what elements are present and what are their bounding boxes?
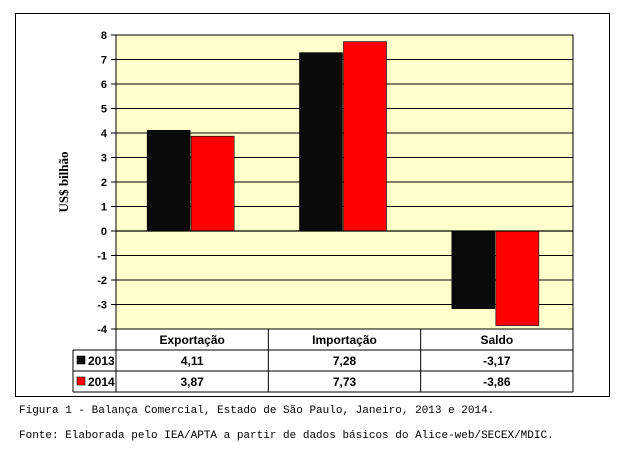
bar-2014-1 [343, 41, 387, 232]
y-axis-label: US$ bilhão [56, 151, 71, 212]
legend-label-2014: 2014 [88, 375, 115, 389]
bar-2014-0 [190, 135, 235, 232]
bar-2013-1 [299, 52, 343, 232]
bar-2013-0 [146, 130, 191, 232]
legend-swatch-2014 [76, 376, 86, 386]
category-label: Importação [312, 333, 377, 347]
data-label: -3,86 [483, 375, 511, 389]
bar-chart: 8 7 6 5 4 3 2 1 0 -1 -2 -3 -4 US$ bilhão Exportação Imp… [56, 30, 574, 393]
y-tick-label: -3 [97, 300, 107, 312]
category-label: Exportação [159, 333, 224, 347]
bar-2014-2 [495, 230, 540, 326]
y-tick-label: 7 [101, 55, 107, 67]
y-tick-label: 2 [101, 177, 107, 189]
category-label: Saldo [480, 333, 513, 347]
source-caption: Fonte: Elaborada pelo IEA/APTA a partir … [19, 430, 554, 442]
y-tick-label: 5 [101, 104, 107, 116]
data-label: 4,11 [181, 354, 204, 368]
chart-frame: 8 7 6 5 4 3 2 1 0 -1 -2 -3 -4 US$ bilhão Exportação Imp… [15, 13, 610, 397]
legend-label-2013: 2013 [88, 354, 115, 368]
y-tick-label: -2 [97, 275, 107, 287]
data-label: 7,73 [333, 375, 357, 389]
y-tick-label: 6 [101, 79, 107, 91]
y-tick-label: -4 [97, 324, 108, 336]
y-tick-label: 8 [101, 30, 107, 42]
y-tick-label: 3 [101, 153, 107, 165]
y-tick-label: 4 [101, 128, 108, 140]
y-tick-label: 1 [101, 202, 107, 214]
bar-2013-2 [451, 230, 496, 309]
data-label: -3,17 [483, 354, 511, 368]
data-label: 7,28 [333, 354, 357, 368]
data-label: 3,87 [180, 375, 204, 389]
y-tick-label: 0 [101, 226, 107, 238]
y-tick-label: -1 [97, 251, 107, 263]
figure-caption: Figura 1 - Balança Comercial, Estado de … [19, 405, 495, 417]
legend-swatch-2013 [76, 355, 86, 365]
